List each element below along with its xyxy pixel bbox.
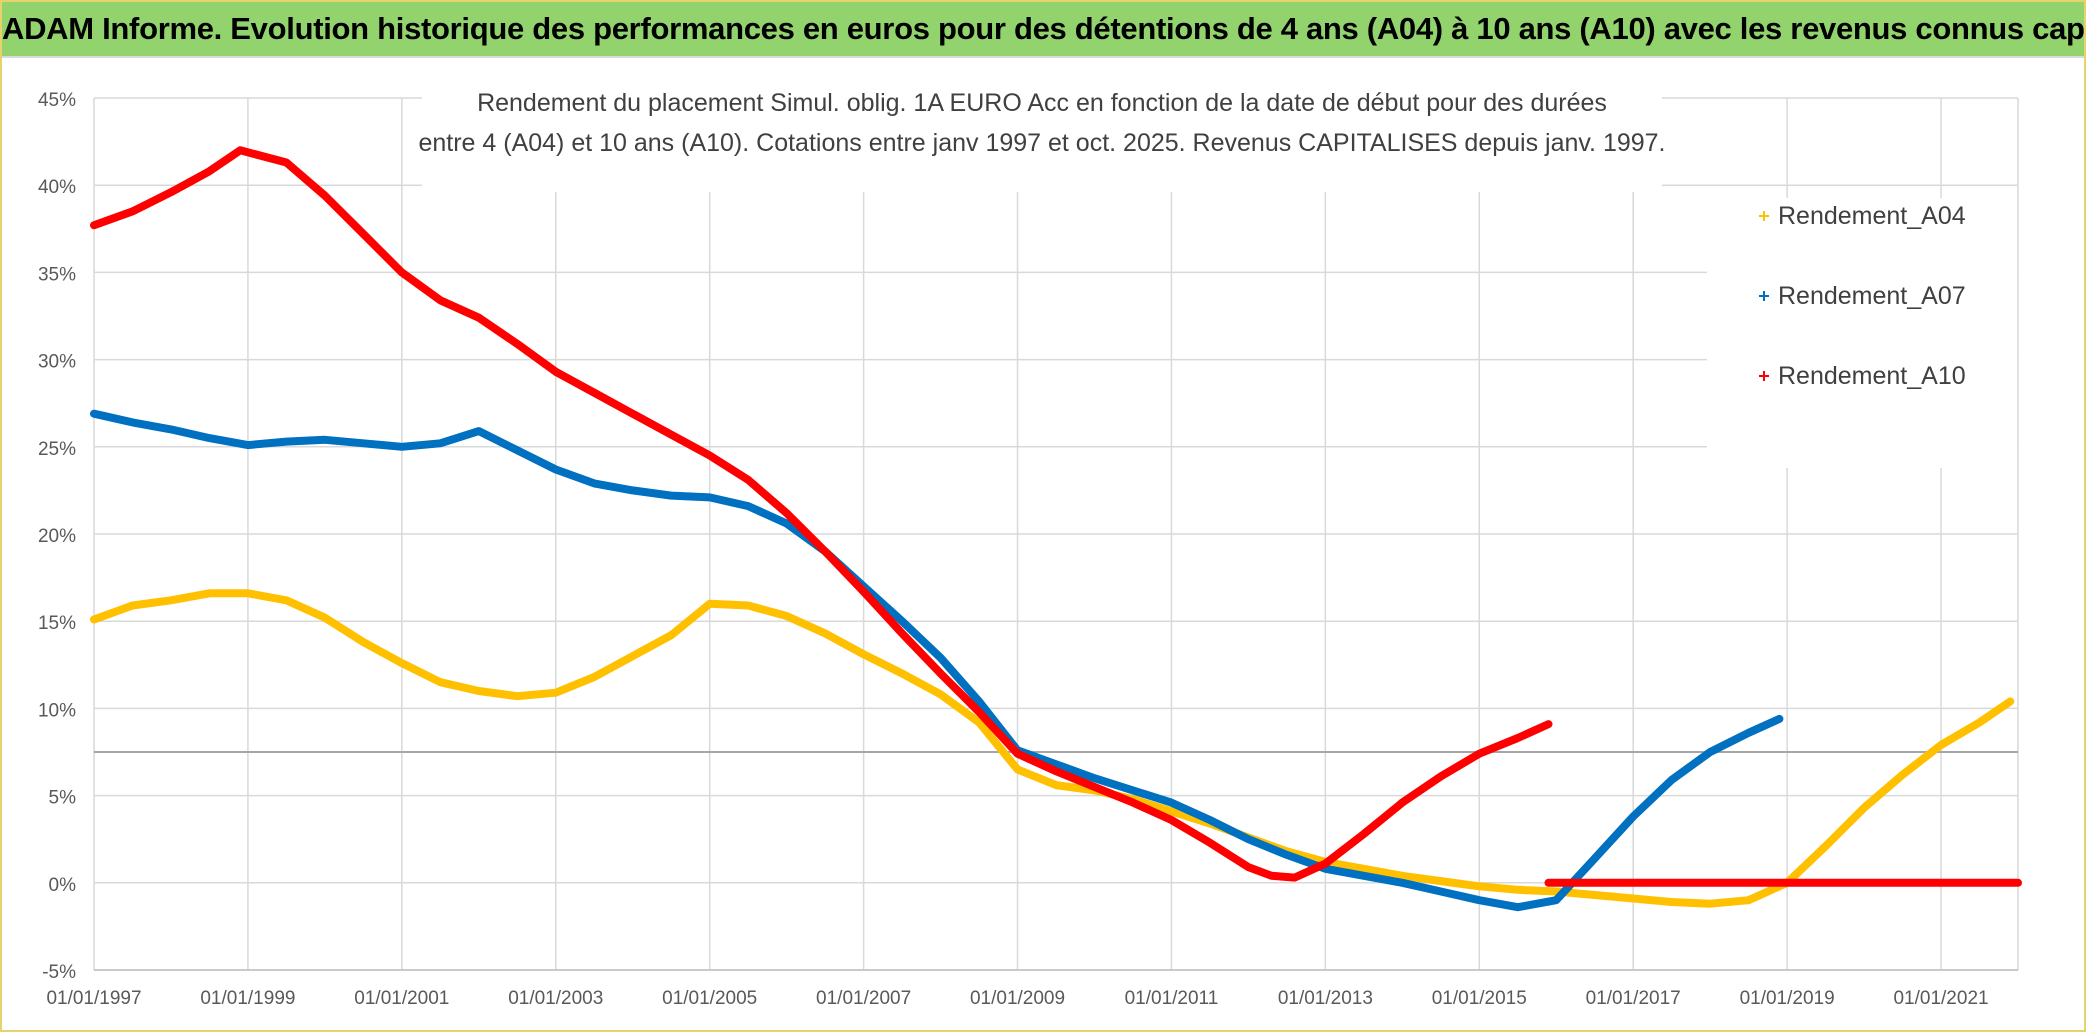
legend-label: Rendement_A10 <box>1778 362 1966 390</box>
y-tick-label: -5% <box>42 962 76 983</box>
y-tick-label: 25% <box>38 439 76 460</box>
x-tick-label: 01/01/2013 <box>1278 988 1373 1009</box>
series-line-2 <box>90 409 1784 912</box>
y-tick-label: 20% <box>38 526 76 547</box>
x-axis: 01/01/1997 01/01/1999 01/01/2001 01/01/2003… <box>46 988 1988 1009</box>
y-axis: -5% 0% 5% 10% 15% 20% 25% 30% 35% 40% 45% <box>38 90 76 983</box>
chart-title-line-2: entre 4 (A04) et 10 ans (A10). Cotations… <box>418 129 1665 157</box>
legend-label: Rendement_A04 <box>1778 202 1966 230</box>
x-tick-label: 01/01/2001 <box>354 988 449 1009</box>
x-tick-label: 01/01/2019 <box>1740 988 1835 1009</box>
x-tick-label: 01/01/1997 <box>46 988 141 1009</box>
x-tick-label: 01/01/2003 <box>508 988 603 1009</box>
legend: Rendement_A04 Rendement_A07 Rendement_A10 <box>1707 198 2017 468</box>
chart-title-line-1: Rendement du placement Simul. oblig. 1A … <box>477 89 1607 117</box>
x-tick-label: 01/01/2009 <box>970 988 1065 1009</box>
y-tick-label: 0% <box>49 875 77 896</box>
y-tick-label: 30% <box>38 352 76 373</box>
y-tick-label: 35% <box>38 264 76 285</box>
x-tick-label: 01/01/2015 <box>1432 988 1527 1009</box>
series-line-3 <box>90 146 1553 882</box>
series-layer <box>90 146 2022 912</box>
legend-label: Rendement_A07 <box>1778 282 1966 310</box>
y-tick-label: 15% <box>38 613 76 634</box>
y-tick-label: 40% <box>38 177 76 198</box>
banner-divider <box>2 56 2084 58</box>
y-tick-label: 5% <box>49 788 77 809</box>
x-tick-label: 01/01/2011 <box>1125 988 1219 1009</box>
y-tick-label: 10% <box>38 700 76 721</box>
x-tick-label: 01/01/2017 <box>1586 988 1681 1009</box>
title-background <box>422 80 1662 192</box>
series-line-1 <box>90 589 2015 908</box>
x-tick-label: 01/01/2007 <box>816 988 911 1009</box>
legend-background <box>1707 198 2017 468</box>
y-tick-label: 45% <box>38 90 76 111</box>
x-tick-label: 01/01/2005 <box>662 988 757 1009</box>
banner-title: ADAM Informe. Evolution historique des p… <box>2 2 2086 56</box>
chart-title: Rendement du placement Simul. oblig. 1A … <box>418 80 1666 192</box>
gridlines <box>93 97 2019 971</box>
performance-line-chart: -5% 0% 5% 10% 15% 20% 25% 30% 35% 40% 45% 01/01/19… <box>38 80 2022 1009</box>
x-tick-label: 01/01/2021 <box>1893 988 1988 1009</box>
x-tick-label: 01/01/1999 <box>200 988 295 1009</box>
